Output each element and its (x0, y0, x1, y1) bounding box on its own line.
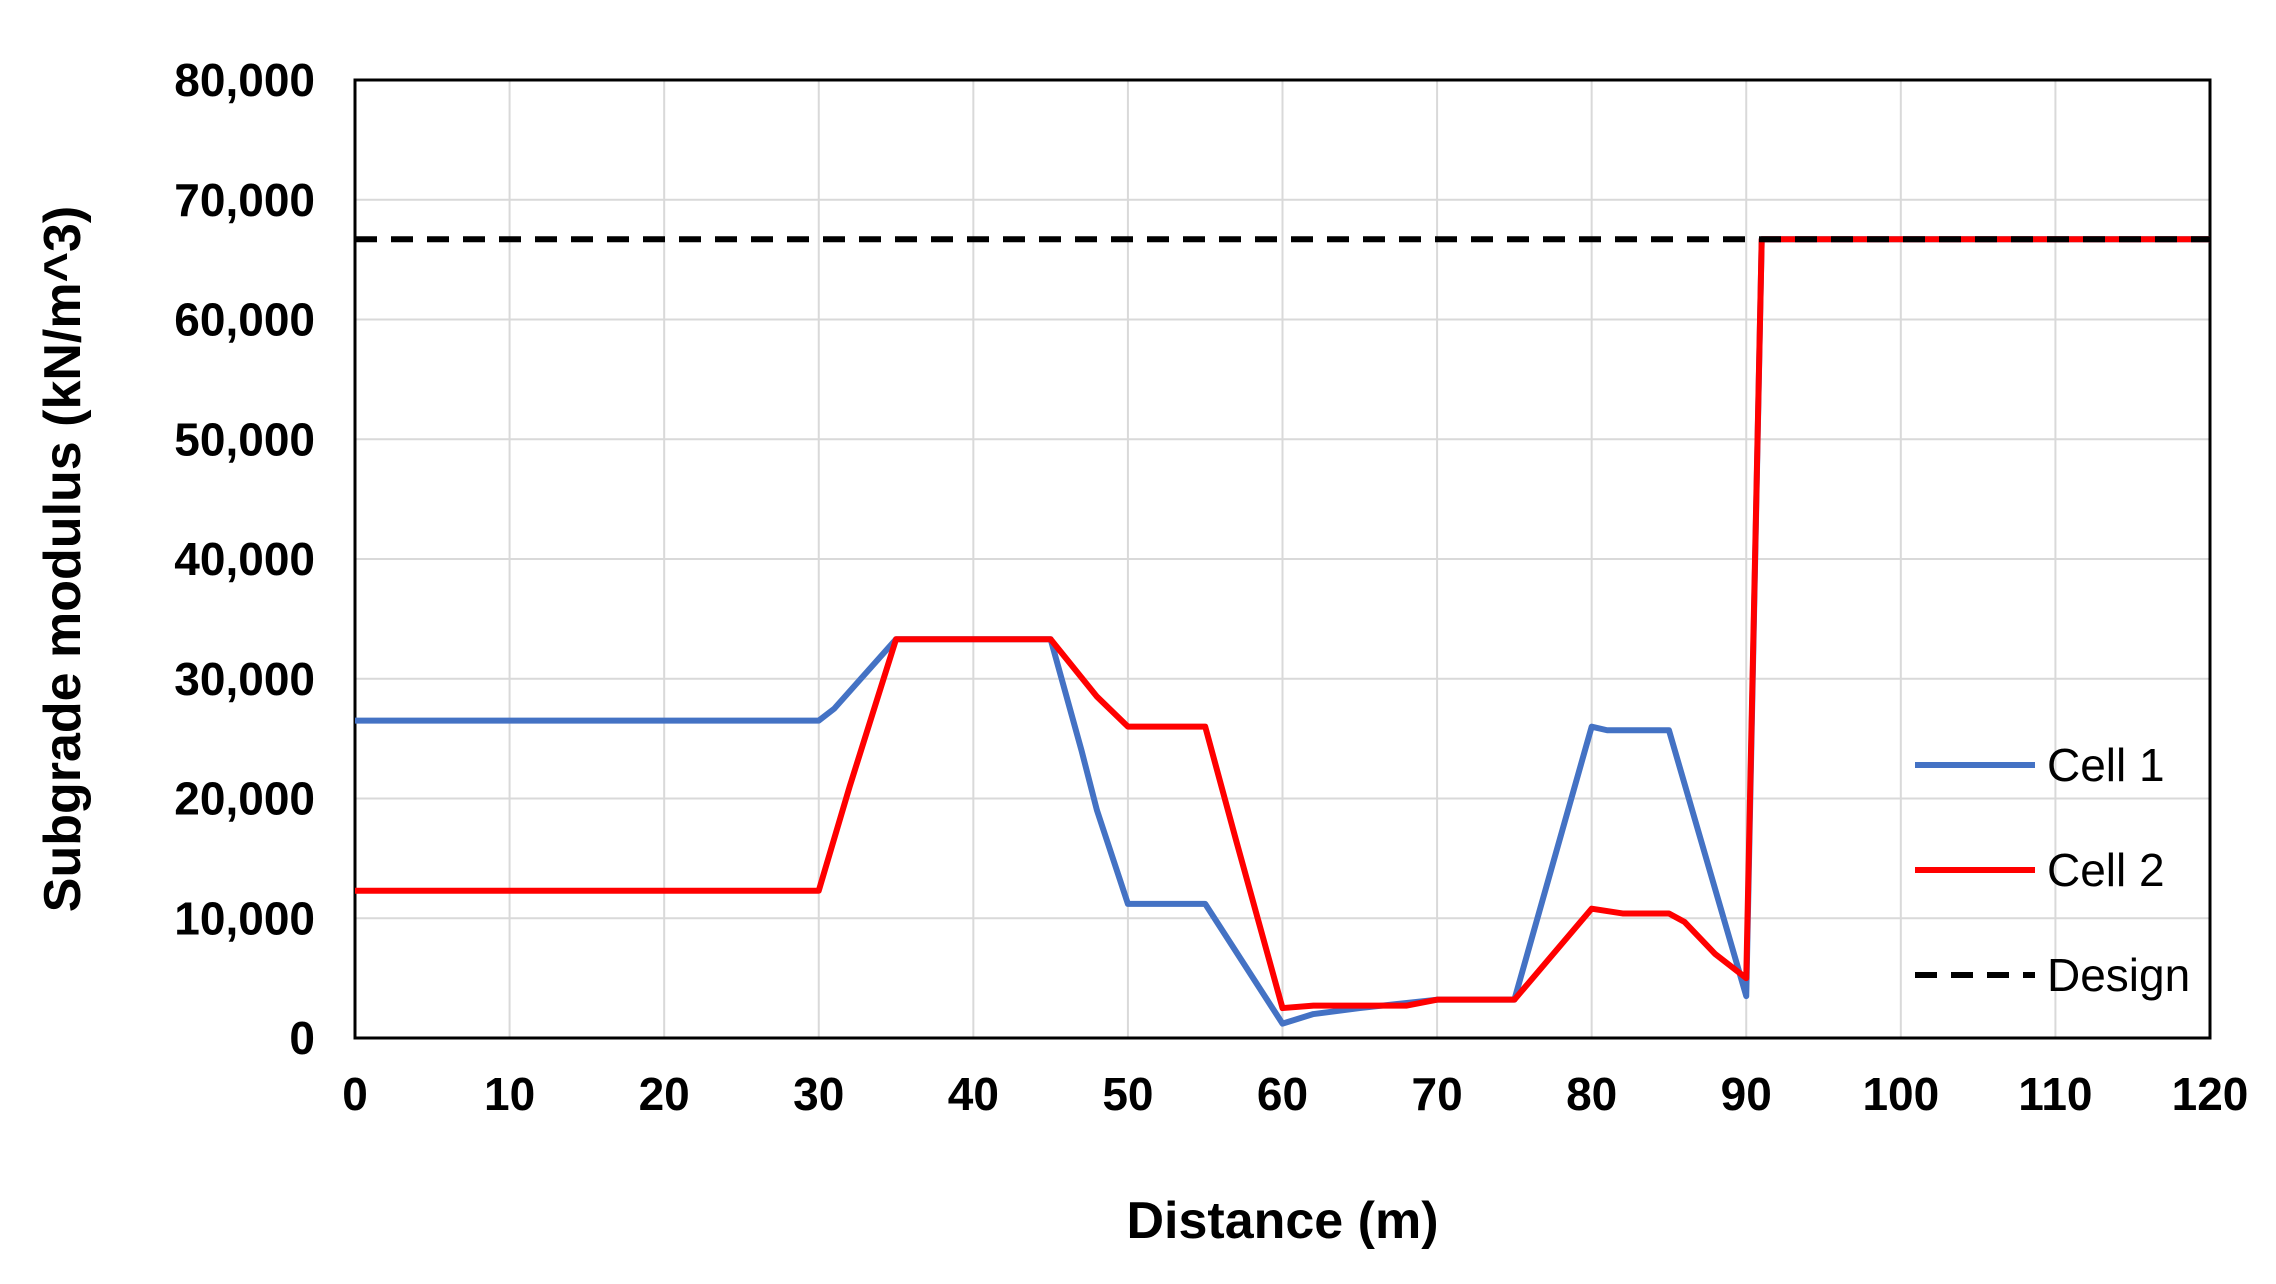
series-lines (355, 236, 2210, 1027)
legend-label: Cell 2 (2047, 844, 2165, 896)
tick-labels: 0 10 20 30 40 50 60 70 80 90 100 110 120 0 10,000 20,00… (174, 54, 2248, 1120)
x-tick-label: 0 (342, 1068, 368, 1120)
x-tick-label: 110 (2018, 1068, 2092, 1120)
series-line-cell-2 (355, 236, 2210, 1012)
x-axis-title: Distance (m) (1126, 1192, 1438, 1250)
plot-area-border (353, 78, 2212, 1040)
x-tick-label: 30 (793, 1068, 844, 1120)
axes (353, 78, 2212, 1040)
grid (354, 79, 2211, 1039)
y-tick-label: 40,000 (174, 533, 315, 585)
x-tick-label: 90 (1721, 1068, 1772, 1120)
x-tick-label: 50 (1102, 1068, 1153, 1120)
y-axis-title: Subgrade modulus (kN/m^3) (34, 206, 92, 912)
legend-label: Design (2047, 949, 2190, 1001)
x-tick-label: 60 (1257, 1068, 1308, 1120)
legend: Cell 1 Cell 2 Design (1915, 739, 2190, 1001)
y-tick-label: 50,000 (174, 413, 315, 465)
legend-label: Cell 1 (2047, 739, 2165, 791)
y-tick-label: 20,000 (174, 773, 315, 825)
x-tick-label: 80 (1566, 1068, 1617, 1120)
y-tick-label: 60,000 (174, 294, 315, 346)
x-tick-label: 100 (1862, 1068, 1939, 1120)
x-tick-label: 40 (948, 1068, 999, 1120)
y-tick-label: 70,000 (174, 174, 315, 226)
x-tick-label: 10 (484, 1068, 535, 1120)
y-tick-label: 80,000 (174, 54, 315, 106)
y-tick-label: 30,000 (174, 653, 315, 705)
x-tick-label: 20 (639, 1068, 690, 1120)
y-tick-label: 10,000 (174, 892, 315, 944)
x-tick-label: 120 (2172, 1068, 2249, 1120)
x-tick-label: 70 (1411, 1068, 1462, 1120)
y-tick-label: 0 (289, 1012, 315, 1064)
